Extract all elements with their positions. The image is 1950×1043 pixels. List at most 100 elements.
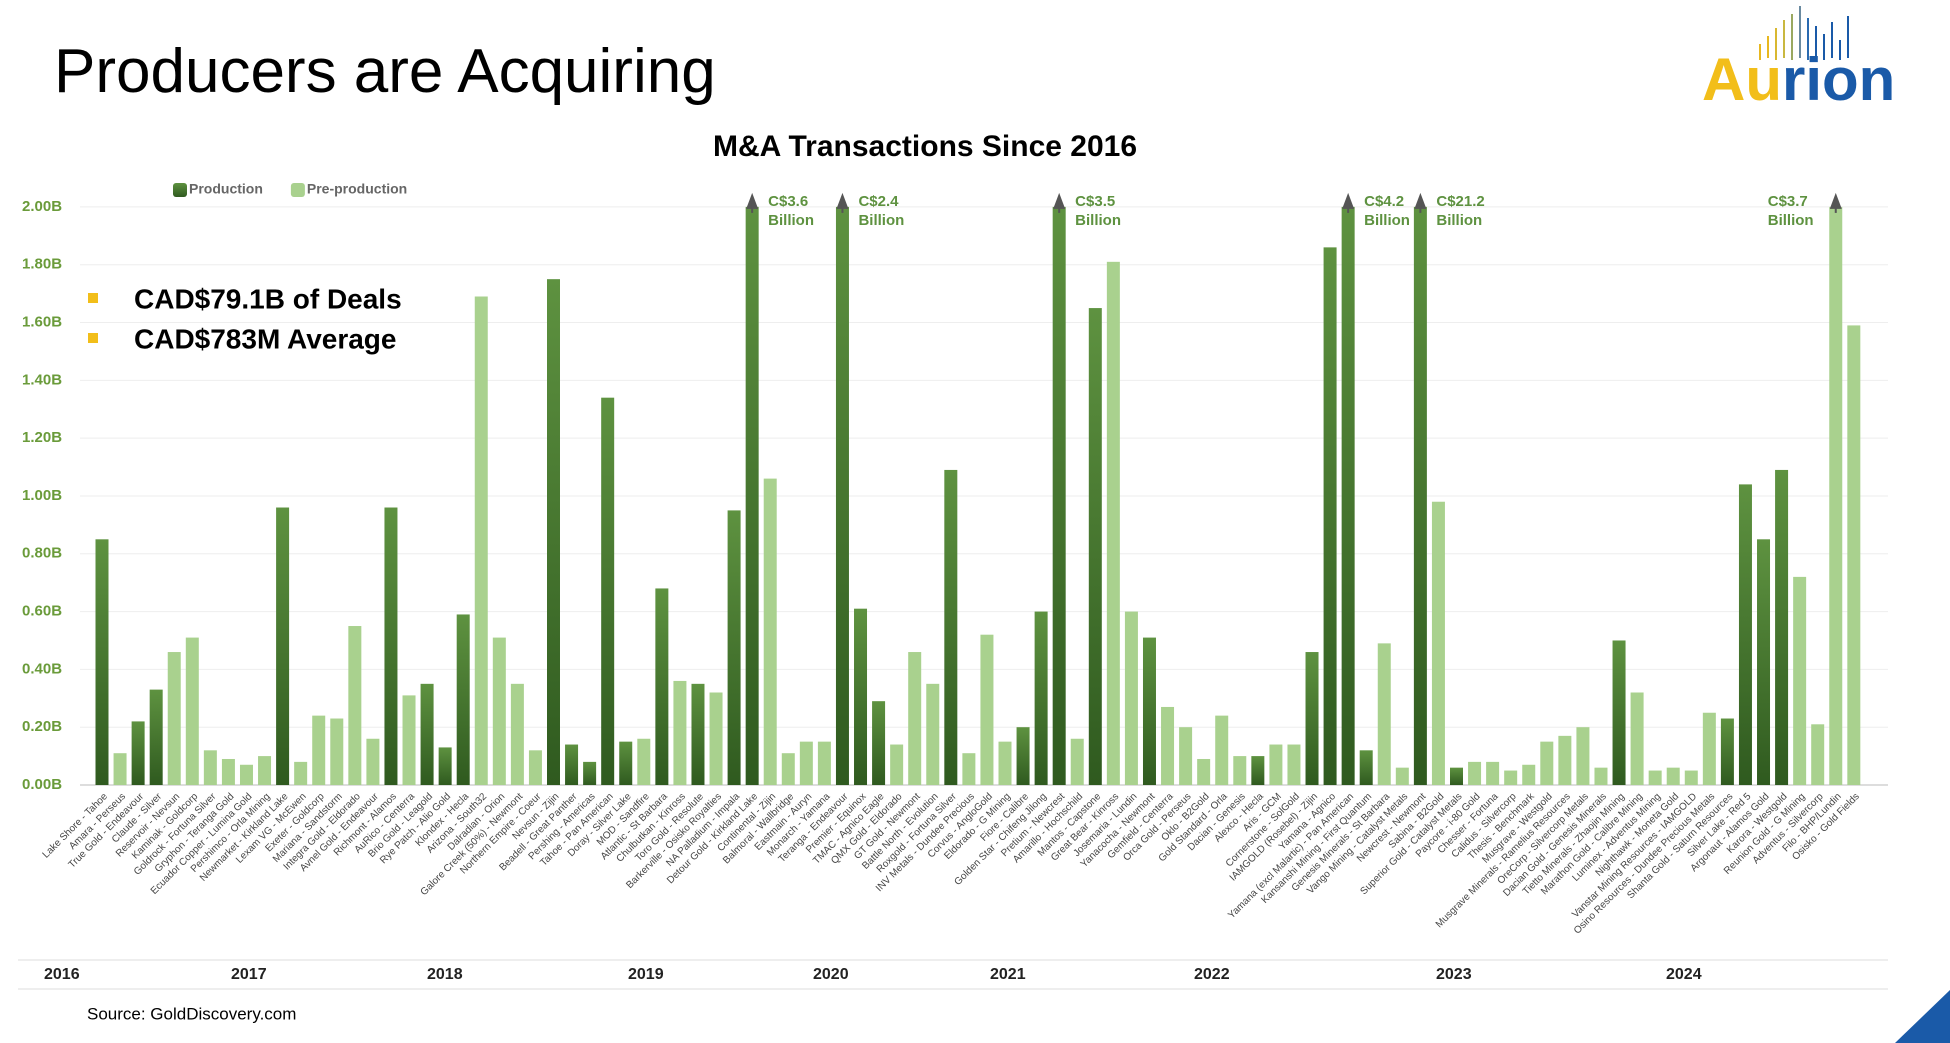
y-tick-label: 1.20B (22, 429, 62, 446)
bullet-marker (88, 333, 98, 343)
bar (854, 608, 868, 785)
bar (1287, 744, 1301, 785)
bar (528, 750, 542, 785)
y-tick-label: 0.60B (22, 603, 62, 620)
overflow-arrow (1342, 192, 1355, 209)
overflow-arrow (836, 192, 849, 209)
y-tick-label: 1.00B (22, 487, 62, 504)
bar (1829, 206, 1843, 785)
y-tick-label: 2.00B (22, 198, 62, 215)
bar (944, 469, 958, 785)
bar (1720, 718, 1734, 785)
bar (709, 692, 723, 785)
year-label: 2023 (1436, 966, 1472, 983)
bar (691, 683, 705, 785)
annotation: Billion (1768, 212, 1814, 229)
overflow-arrow (1829, 192, 1842, 209)
bar (727, 510, 741, 785)
year-label: 2018 (427, 966, 463, 983)
bar (402, 695, 416, 785)
y-tick-label: 0.40B (22, 660, 62, 677)
bar (1775, 469, 1789, 785)
bar (1323, 247, 1337, 785)
bar (835, 206, 849, 785)
annotation: Billion (858, 212, 904, 229)
bar (1666, 767, 1680, 785)
overflow-arrow (1414, 192, 1427, 209)
bar (547, 279, 560, 785)
bar (1811, 724, 1825, 785)
year-label: 2019 (628, 966, 664, 983)
bar (384, 507, 398, 785)
bar (1197, 758, 1211, 785)
bar (1522, 764, 1536, 785)
slide-title: Producers are Acquiring (54, 37, 716, 106)
bar (1215, 715, 1229, 785)
bar (980, 634, 994, 785)
bar (1179, 727, 1193, 785)
year-label: 2016 (44, 966, 80, 983)
bar (1233, 756, 1247, 785)
bar (655, 588, 669, 785)
annotation: Billion (768, 212, 814, 229)
bar (420, 683, 434, 785)
y-tick-label: 1.60B (22, 313, 62, 330)
bar (1847, 325, 1861, 785)
y-tick-label: 1.80B (22, 256, 62, 273)
bar (167, 652, 181, 785)
bar (1630, 692, 1644, 785)
bar (294, 761, 308, 785)
bar (510, 683, 524, 785)
year-label: 2022 (1194, 966, 1230, 983)
legend-swatch (173, 183, 187, 197)
annotation: Billion (1364, 212, 1410, 229)
bar (1052, 206, 1066, 785)
bar (1757, 539, 1771, 785)
bar (1377, 643, 1391, 785)
bar (817, 741, 831, 785)
annotation: Billion (1436, 212, 1482, 229)
bar (619, 741, 633, 785)
bar (1793, 576, 1807, 785)
bar (872, 701, 886, 785)
bar (276, 507, 290, 785)
legend-label: Production (189, 181, 263, 197)
bar (763, 478, 777, 785)
source: Source: GoldDiscovery.com (87, 1004, 296, 1023)
annotation: C$21.2 (1436, 193, 1484, 210)
bar (908, 652, 922, 785)
bar (565, 744, 579, 785)
svg-text:Aurion: Aurion (1702, 46, 1895, 113)
y-tick-label: 0.80B (22, 545, 62, 562)
bar (1738, 484, 1752, 785)
bar (1576, 727, 1590, 785)
bar (312, 715, 326, 785)
bar (239, 764, 253, 785)
annotation: Billion (1075, 212, 1121, 229)
bar (1142, 637, 1156, 785)
bar (474, 296, 488, 785)
bar (366, 738, 380, 785)
bar (1684, 770, 1698, 785)
corner-decoration (1895, 990, 1950, 1043)
bar (149, 689, 163, 785)
bar (113, 753, 127, 785)
overflow-arrow (746, 192, 759, 209)
bar (998, 741, 1012, 785)
bar (1540, 741, 1554, 785)
bar (1251, 756, 1265, 785)
legend-label: Pre-production (307, 181, 407, 197)
bar (1016, 727, 1030, 785)
annotation: C$3.6 (768, 193, 808, 210)
y-tick-label: 1.40B (22, 371, 62, 388)
y-tick-label: 0.00B (22, 776, 62, 793)
bar (799, 741, 813, 785)
year-label: 2021 (990, 966, 1026, 983)
bar (1305, 652, 1319, 785)
bar (221, 758, 235, 785)
bullet: CAD$783M Average (134, 323, 397, 354)
logo-rion: rion (1782, 46, 1895, 113)
bar (1648, 770, 1662, 785)
